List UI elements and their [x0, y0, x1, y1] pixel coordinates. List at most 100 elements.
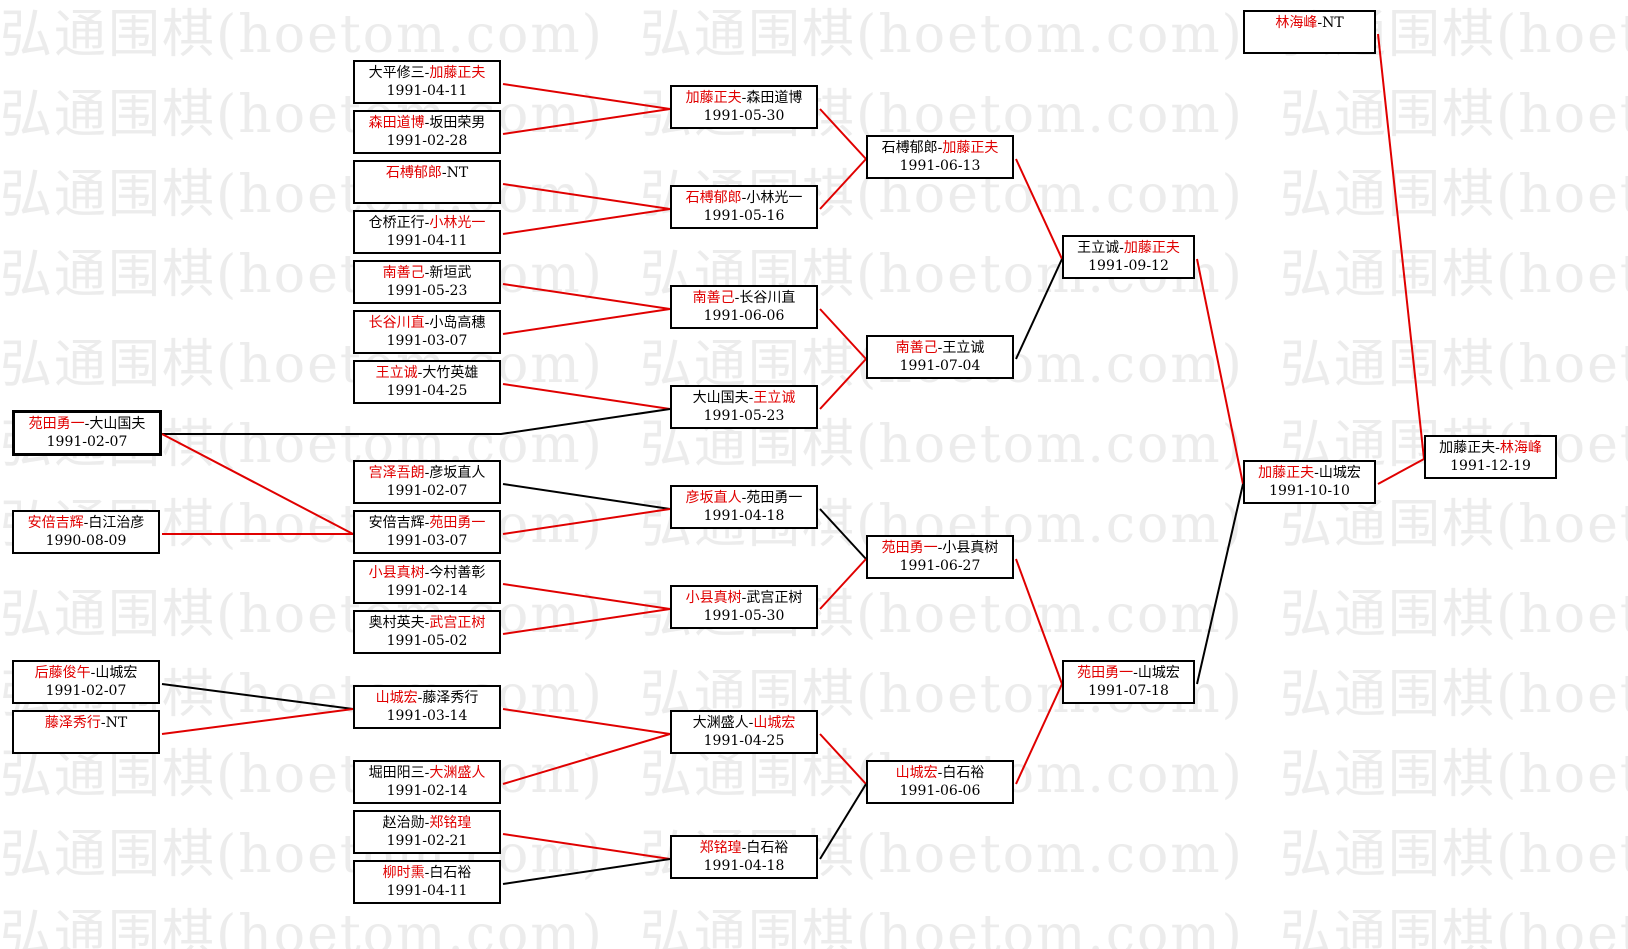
match-box[interactable]: 森田道博-坂田荣男 1991-02-28: [353, 110, 501, 154]
match-players: 加藤正夫-林海峰: [1426, 439, 1555, 457]
match-box[interactable]: 加藤正夫-林海峰 1991-12-19: [1424, 435, 1557, 479]
match-box[interactable]: 奥村英夫-武宫正树 1991-05-02: [353, 610, 501, 654]
match-box[interactable]: 大渊盛人-山城宏 1991-04-25: [670, 710, 818, 754]
bracket-line: [502, 733, 671, 785]
separator: -: [734, 290, 740, 306]
match-box[interactable]: 彦坂直人-苑田勇一 1991-04-18: [670, 485, 818, 529]
match-box[interactable]: 小县真树-武宫正树 1991-05-30: [670, 585, 818, 629]
bracket-line: [819, 783, 867, 860]
match-date: 1991-03-14: [386, 708, 468, 724]
player-one: 林海峰: [1275, 15, 1318, 31]
separator: -: [748, 715, 754, 731]
match-box[interactable]: 仓桥正行-小林光一 1991-04-11: [353, 210, 501, 254]
match-box[interactable]: 加藤正夫-森田道博 1991-05-30: [670, 85, 818, 129]
bracket-line: [1015, 558, 1063, 685]
match-players: 彦坂直人-苑田勇一: [672, 489, 816, 507]
bracket-line: [502, 608, 671, 635]
bracket-line: [819, 108, 867, 160]
match-box[interactable]: 石榑郁郎-加藤正夫 1991-06-13: [866, 135, 1014, 179]
match-box[interactable]: 山城宏-藤泽秀行 1991-03-14: [353, 685, 501, 729]
match-players: 山城宏-藤泽秀行: [355, 689, 499, 707]
match-box[interactable]: 苑田勇一-山城宏 1991-07-18: [1062, 660, 1195, 704]
bracket-line: [819, 308, 867, 360]
match-players: 加藤正夫-山城宏: [1245, 464, 1374, 482]
watermark-text: 弘通围棋(hoetom.com): [1280, 585, 1628, 645]
match-box[interactable]: 藤泽秀行-NT: [12, 710, 160, 754]
separator: -: [424, 515, 430, 531]
match-box[interactable]: 南善己-新垣武 1991-05-23: [353, 260, 501, 304]
match-box[interactable]: 林海峰-NT: [1243, 10, 1376, 54]
separator: -: [937, 765, 943, 781]
player-one: 后藤俊午: [34, 665, 91, 681]
match-players: 南善己-王立诚: [868, 339, 1012, 357]
match-box[interactable]: 王立诚-加藤正夫 1991-09-12: [1062, 235, 1195, 279]
bracket-line: [502, 508, 671, 535]
player-two: 白江治彦: [88, 515, 145, 531]
watermark-text: 弘通围棋(hoetom.com): [0, 165, 604, 225]
match-box[interactable]: 山城宏-白石裕 1991-06-06: [866, 760, 1014, 804]
separator: -: [1119, 240, 1124, 256]
watermark-text: 弘通围棋(hoetom.com): [640, 5, 1244, 65]
player-two: 加藤正夫: [429, 65, 486, 81]
match-box[interactable]: 赵治勋-郑铭瑝 1991-02-21: [353, 810, 501, 854]
match-box[interactable]: 小县真树-今村善彰 1991-02-14: [353, 560, 501, 604]
match-box[interactable]: 宫泽吾朗-彦坂直人 1991-02-07: [353, 460, 501, 504]
watermark-text: 弘通围棋(hoetom.com): [0, 245, 604, 305]
separator: -: [424, 65, 430, 81]
match-players: 长谷川直-小岛高穗: [355, 314, 499, 332]
watermark-text: 弘通围棋(hoetom.com): [0, 585, 604, 645]
match-box[interactable]: 堀田阳三-大渊盛人 1991-02-14: [353, 760, 501, 804]
bracket-line: [819, 558, 867, 610]
separator: -: [424, 615, 430, 631]
match-box[interactable]: 南善己-长谷川直 1991-06-06: [670, 285, 818, 329]
player-one: 安倍吉辉: [368, 515, 425, 531]
bracket-line: [162, 408, 671, 435]
match-box[interactable]: 苑田勇一-大山国夫 1991-02-07: [12, 410, 162, 456]
bracket-line: [502, 83, 671, 110]
match-players: 大渊盛人-山城宏: [672, 714, 816, 732]
bracket-line: [502, 833, 671, 860]
match-box[interactable]: 郑铭瑝-白石裕 1991-04-18: [670, 835, 818, 879]
match-box[interactable]: 石榑郁郎-小林光一 1991-05-16: [670, 185, 818, 229]
match-box[interactable]: 大山国夫-王立诚 1991-05-23: [670, 385, 818, 429]
match-box[interactable]: 石榑郁郎-NT: [353, 160, 501, 204]
match-box[interactable]: 安倍吉辉-白江治彦 1990-08-09: [12, 510, 160, 554]
bracket-line: [1377, 33, 1425, 460]
separator: -: [748, 390, 754, 406]
match-box[interactable]: 大平修三-加藤正夫 1991-04-11: [353, 60, 501, 104]
match-players: 后藤俊午-山城宏: [14, 664, 158, 682]
bracket-line: [502, 308, 671, 335]
match-box[interactable]: 加藤正夫-山城宏 1991-10-10: [1243, 460, 1376, 504]
player-one: 加藤正夫: [1439, 440, 1496, 456]
separator: -: [424, 115, 430, 131]
player-one: 石榑郁郎: [385, 165, 442, 181]
player-one: 南善己: [382, 265, 425, 281]
match-players: 山城宏-白石裕: [868, 764, 1012, 782]
match-box[interactable]: 王立诚-大竹英雄 1991-04-25: [353, 360, 501, 404]
player-one: 加藤正夫: [685, 90, 742, 106]
match-date: 1991-06-06: [703, 308, 785, 324]
player-one: 大渊盛人: [692, 715, 749, 731]
player-one: 森田道博: [368, 115, 425, 131]
player-one: 王立诚: [375, 365, 418, 381]
match-box[interactable]: 安倍吉辉-苑田勇一 1991-03-07: [353, 510, 501, 554]
player-two: 小县真树: [942, 540, 999, 556]
match-players: 加藤正夫-森田道博: [672, 89, 816, 107]
match-box[interactable]: 长谷川直-小岛高穗 1991-03-07: [353, 310, 501, 354]
watermark-text: 弘通围棋(hoetom.com): [1280, 825, 1628, 885]
match-box[interactable]: 后藤俊午-山城宏 1991-02-07: [12, 660, 160, 704]
match-date: 1991-04-18: [703, 508, 785, 524]
player-two: 加藤正夫: [942, 140, 999, 156]
match-box[interactable]: 柳时熏-白石裕 1991-04-11: [353, 860, 501, 904]
match-date: 1991-02-28: [386, 133, 468, 149]
separator: -: [937, 140, 943, 156]
match-players: 石榑郁郎-NT: [355, 164, 499, 182]
watermark-text: 弘通围棋(hoetom.com): [1280, 745, 1628, 805]
match-box[interactable]: 苑田勇一-小县真树 1991-06-27: [866, 535, 1014, 579]
player-two: 大竹英雄: [422, 365, 479, 381]
player-one: 藤泽秀行: [44, 715, 101, 731]
match-box[interactable]: 南善己-王立诚 1991-07-04: [866, 335, 1014, 379]
match-date: 1991-05-02: [386, 633, 468, 649]
player-one: 奥村英夫: [368, 615, 425, 631]
player-two: 武宫正树: [429, 615, 486, 631]
